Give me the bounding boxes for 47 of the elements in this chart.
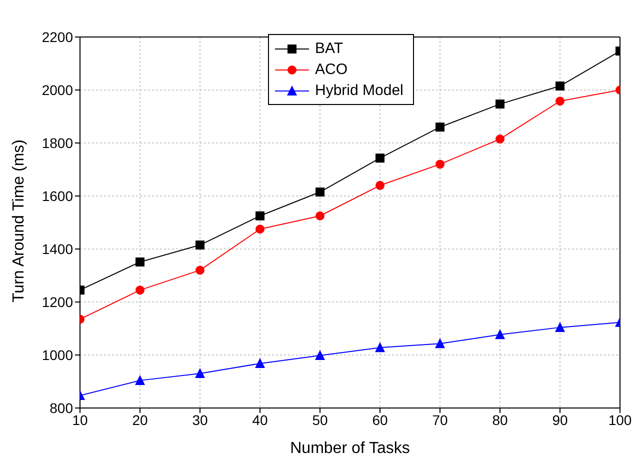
point (136, 257, 144, 266)
point (376, 180, 384, 190)
legend-label: ACO (315, 61, 348, 78)
point (256, 224, 264, 234)
point (196, 240, 204, 250)
y-axis-title: Turn Around Time (ms) (10, 139, 28, 302)
y-tick-label: 1000 (42, 346, 74, 363)
point (136, 286, 144, 295)
x-tick-label: 60 (372, 412, 388, 428)
y-tick-label: 1600 (42, 188, 74, 204)
y-tick-label: 1400 (42, 240, 74, 257)
x-tick-label: 50 (312, 412, 328, 428)
point (316, 188, 324, 197)
x-tick-label: 20 (132, 412, 148, 428)
legend-label: Hybrid Model (315, 82, 404, 99)
point (436, 122, 444, 132)
point (496, 100, 504, 109)
y-tick-label: 2200 (42, 28, 74, 45)
x-tick-label: 90 (552, 412, 568, 428)
point (376, 154, 384, 163)
point (556, 82, 564, 91)
x-tick-label: 40 (252, 412, 268, 428)
point (196, 266, 204, 275)
y-tick-label: 2000 (42, 82, 74, 98)
point (255, 358, 265, 368)
y-tick-label: 1200 (42, 294, 74, 310)
x-tick-label: 100 (608, 412, 632, 428)
x-tick-label: 70 (432, 412, 448, 428)
point (495, 329, 505, 340)
point (496, 134, 504, 144)
point (556, 96, 564, 106)
point (555, 322, 565, 332)
x-tick-label: 80 (492, 412, 508, 428)
point (256, 211, 264, 220)
point (315, 350, 325, 360)
point (316, 211, 324, 220)
point (135, 374, 145, 385)
y-tick-label: 1800 (42, 134, 74, 151)
y-tick-label: 800 (50, 400, 74, 416)
point (435, 338, 445, 348)
x-tick-label: 10 (72, 412, 88, 428)
x-axis-title: Number of Tasks (290, 440, 410, 457)
point (436, 160, 444, 169)
x-tick-label: 30 (192, 412, 208, 428)
point (195, 368, 205, 378)
point (375, 342, 385, 352)
legend-label: BAT (315, 40, 344, 57)
